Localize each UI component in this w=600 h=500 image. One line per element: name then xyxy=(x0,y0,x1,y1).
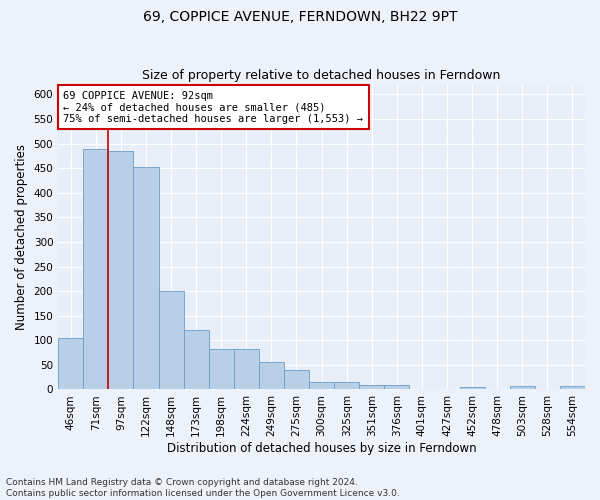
Bar xyxy=(359,384,385,390)
Bar xyxy=(158,291,184,390)
Text: Contains HM Land Registry data © Crown copyright and database right 2024.
Contai: Contains HM Land Registry data © Crown c… xyxy=(6,478,400,498)
Bar xyxy=(259,362,284,390)
Bar xyxy=(133,166,158,390)
X-axis label: Distribution of detached houses by size in Ferndown: Distribution of detached houses by size … xyxy=(167,442,476,455)
Bar xyxy=(309,382,334,390)
Text: 69, COPPICE AVENUE, FERNDOWN, BH22 9PT: 69, COPPICE AVENUE, FERNDOWN, BH22 9PT xyxy=(143,10,457,24)
Bar xyxy=(83,150,109,390)
Bar xyxy=(234,349,259,390)
Bar xyxy=(58,338,83,390)
Title: Size of property relative to detached houses in Ferndown: Size of property relative to detached ho… xyxy=(142,69,501,82)
Text: 69 COPPICE AVENUE: 92sqm
← 24% of detached houses are smaller (485)
75% of semi-: 69 COPPICE AVENUE: 92sqm ← 24% of detach… xyxy=(64,90,364,124)
Bar xyxy=(385,384,409,390)
Bar xyxy=(560,386,585,390)
Bar xyxy=(510,386,535,390)
Bar xyxy=(184,330,209,390)
Bar xyxy=(284,370,309,390)
Bar xyxy=(334,382,359,390)
Bar xyxy=(460,387,485,390)
Bar xyxy=(209,349,234,390)
Y-axis label: Number of detached properties: Number of detached properties xyxy=(15,144,28,330)
Bar xyxy=(109,152,133,390)
